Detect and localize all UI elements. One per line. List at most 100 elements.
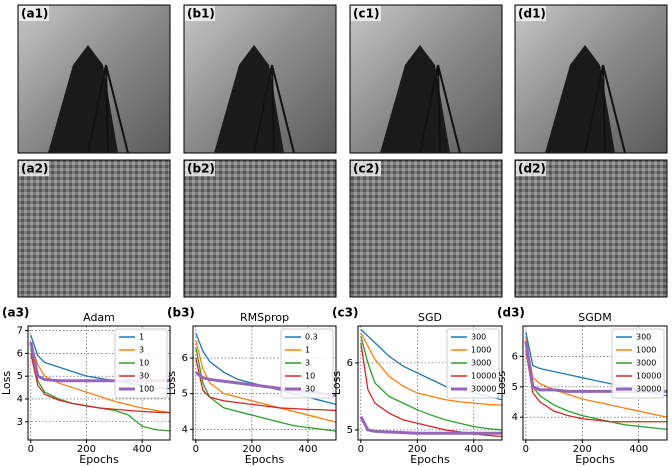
- loss-line: [30, 344, 170, 414]
- loss-line: [525, 350, 667, 423]
- legend-box: [446, 328, 500, 399]
- legend-label: 1: [139, 333, 144, 342]
- x-tick-label: 200: [408, 444, 427, 455]
- chart-title: RMSprop: [240, 311, 289, 324]
- plot-frame: [192, 325, 337, 441]
- y-tick-label: 4: [17, 394, 23, 405]
- legend-label: 30: [139, 372, 149, 381]
- y-tick-label: 6: [512, 351, 518, 362]
- legend-label: 3: [305, 359, 310, 368]
- legend-label: 100: [139, 385, 154, 394]
- photo-subject: [214, 45, 284, 153]
- image-panel: [17, 159, 171, 298]
- legend-label: 1000: [636, 346, 656, 355]
- photo-subject: [545, 45, 615, 153]
- panel-label-bg: [351, 161, 381, 176]
- x-tick-label: 400: [464, 444, 483, 455]
- legend-label: 1000: [471, 346, 491, 355]
- y-tick-label: 6: [347, 358, 353, 369]
- photo-tripod: [253, 64, 295, 154]
- photo-tripod: [419, 64, 461, 154]
- image-panel: [349, 159, 503, 298]
- panel-label: (d1): [518, 7, 546, 21]
- x-tick-label: 400: [298, 444, 317, 455]
- legend-box: [280, 328, 334, 399]
- plot-frame: [27, 325, 171, 441]
- chart-title: Adam: [83, 311, 115, 324]
- x-axis-label: Epochs: [79, 453, 119, 466]
- y-tick-label: 3: [17, 417, 23, 428]
- legend-label: 30000: [636, 385, 661, 394]
- loss-line: [359, 415, 502, 435]
- x-tick-label: 0: [28, 444, 34, 455]
- loss-line: [525, 344, 667, 431]
- legend-label: 10000: [471, 372, 496, 381]
- x-tick-label: 0: [193, 444, 199, 455]
- loss-line: [360, 335, 502, 431]
- legend-label: 1: [305, 346, 310, 355]
- loss-line: [525, 338, 667, 418]
- panel-label: (c1): [353, 7, 379, 21]
- y-tick-label: 4: [512, 412, 518, 423]
- image-panel: [183, 159, 337, 298]
- panel-label: (b2): [187, 162, 215, 176]
- panel-label: (c3): [332, 306, 358, 320]
- y-tick-label: 6: [182, 353, 188, 364]
- legend-label: 30000: [471, 385, 496, 394]
- legend-label: 3: [139, 346, 144, 355]
- photo-tripod: [584, 64, 626, 154]
- y-tick-label: 5: [512, 382, 518, 393]
- legend-label: 300: [471, 333, 486, 342]
- panel-label: (a2): [21, 162, 48, 176]
- panel-label: (b1): [187, 7, 215, 21]
- panel-label: (d3): [497, 306, 525, 320]
- chart-title: SGDM: [578, 311, 611, 324]
- loss-line: [195, 347, 336, 432]
- panel-label-bg: [19, 6, 49, 21]
- panel-label: (b3): [167, 306, 195, 320]
- photo-subject: [48, 45, 118, 153]
- x-tick-label: 400: [629, 444, 648, 455]
- panel-label: (c2): [353, 162, 379, 176]
- y-tick-label: 5: [347, 425, 353, 436]
- y-tick-label: 7: [17, 326, 23, 337]
- panel-label: (a1): [21, 7, 48, 21]
- plot-frame: [522, 325, 668, 441]
- legend-label: 3000: [636, 359, 656, 368]
- y-tick-label: 5: [182, 389, 188, 400]
- x-axis-label: Epochs: [245, 453, 285, 466]
- legend-label: 10000: [636, 372, 661, 381]
- y-axis-label: Loss: [0, 371, 13, 395]
- legend-label: 3000: [471, 359, 491, 368]
- panel-label-bg: [185, 161, 215, 176]
- plot-frame: [357, 325, 503, 441]
- panel-label: (a3): [2, 306, 29, 320]
- panel-label-bg: [516, 161, 546, 176]
- loss-line: [195, 357, 336, 412]
- loss-line: [30, 353, 170, 414]
- photo-tripod: [87, 64, 129, 154]
- x-tick-label: 0: [358, 444, 364, 455]
- loss-line: [360, 332, 502, 406]
- photo-subject: [380, 45, 450, 153]
- image-panel: [514, 159, 668, 298]
- legend-box: [114, 328, 168, 399]
- panel-label-bg: [185, 6, 215, 21]
- y-tick-label: 5: [17, 371, 23, 382]
- panel-label: (d2): [518, 162, 546, 176]
- legend-box: [611, 328, 665, 399]
- y-axis-label: Loss: [165, 371, 178, 395]
- x-tick-label: 400: [133, 444, 152, 455]
- x-tick-label: 200: [573, 444, 592, 455]
- x-axis-label: Epochs: [575, 453, 615, 466]
- x-tick-label: 200: [77, 444, 96, 455]
- legend-label: 300: [636, 333, 651, 342]
- y-axis-label: Loss: [330, 371, 343, 395]
- panel-label-bg: [351, 6, 381, 21]
- x-tick-label: 200: [242, 444, 261, 455]
- y-axis-label: Loss: [495, 371, 508, 395]
- y-tick-label: 4: [182, 424, 188, 435]
- legend-label: 30: [305, 385, 315, 394]
- y-tick-label: 6: [17, 348, 23, 359]
- panel-label-bg: [19, 161, 49, 176]
